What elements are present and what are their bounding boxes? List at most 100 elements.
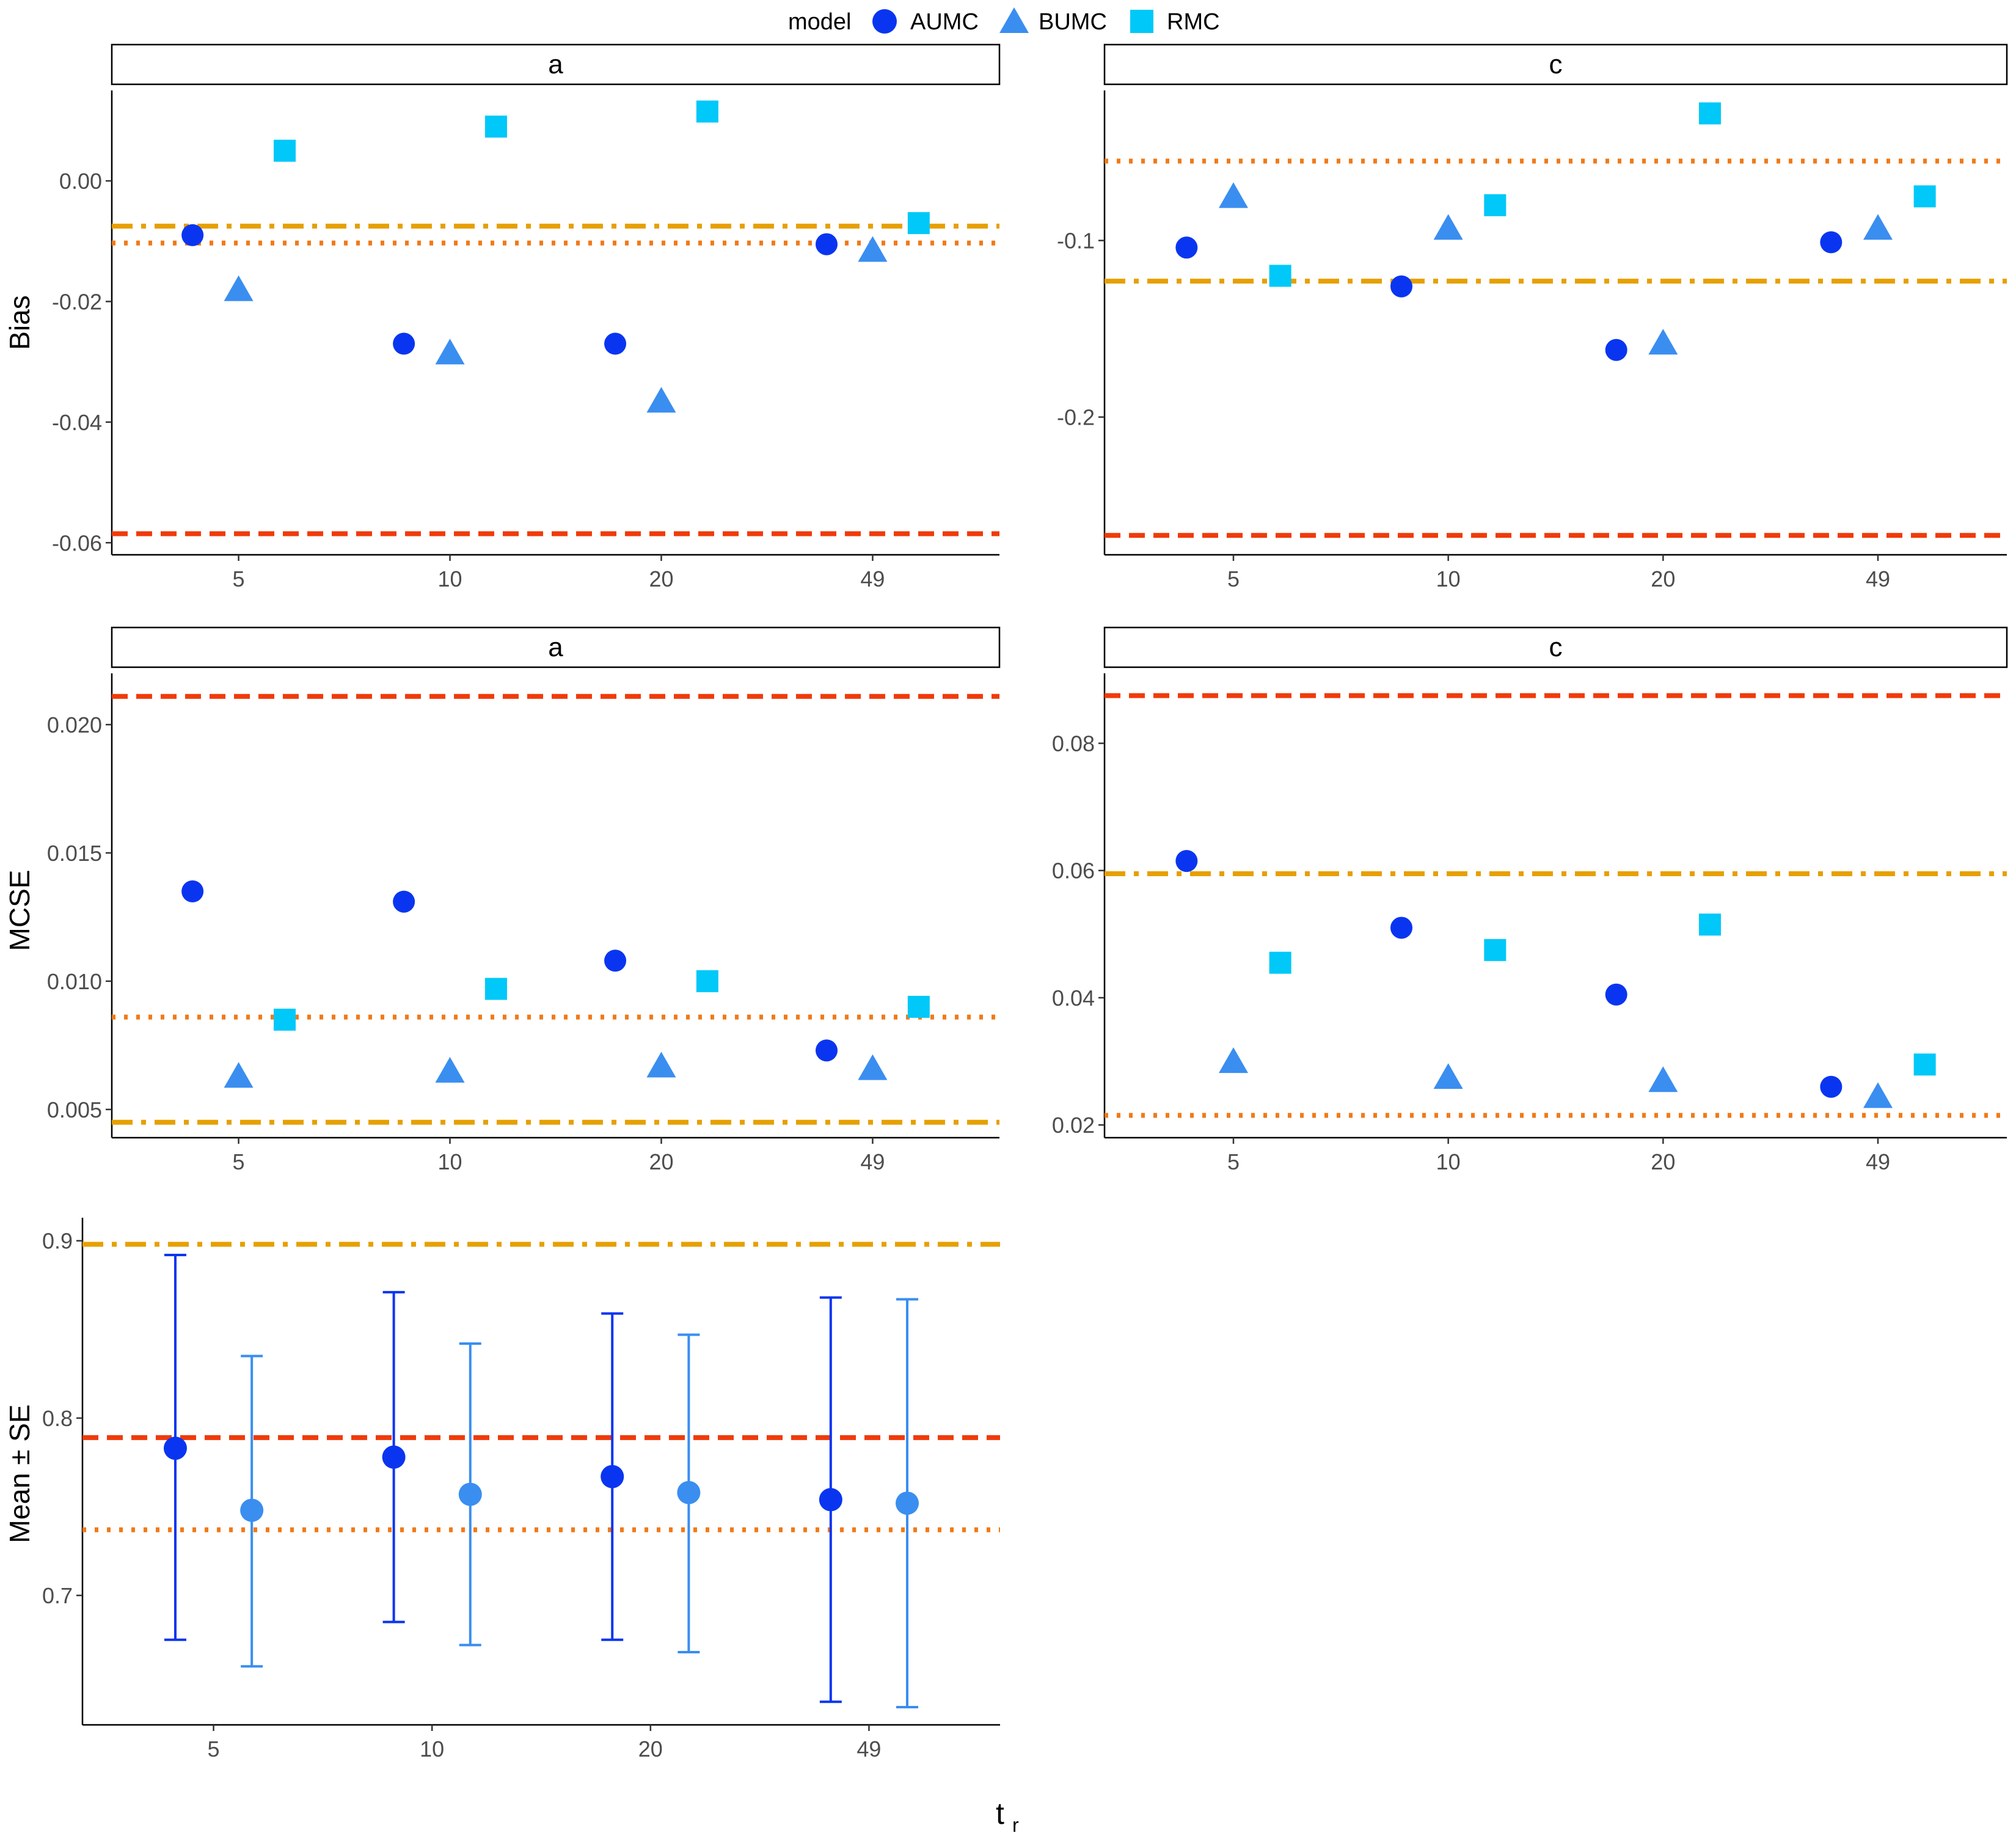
data-point-aumc xyxy=(1820,1075,1843,1098)
x-tick-label: 10 xyxy=(420,1736,444,1762)
data-point-aumc xyxy=(393,332,415,355)
ylabel-mcse: MCSE xyxy=(4,870,35,951)
y-tick-label: 0.8 xyxy=(42,1406,73,1431)
data-point-rmc xyxy=(1913,185,1936,208)
panel-mean-se: 0.7 0.8 0.9 5 10 20 49 xyxy=(42,1218,1000,1762)
data-point-rmc xyxy=(1484,938,1507,961)
data-point-bumc xyxy=(646,1052,676,1078)
mean-point-aumc xyxy=(819,1488,842,1512)
legend-rmc-label: RMC xyxy=(1167,9,1220,35)
data-point-bumc xyxy=(435,1056,465,1083)
data-point-rmc xyxy=(1698,913,1721,936)
y-tick-label: 0.9 xyxy=(42,1229,73,1254)
data-point-aumc xyxy=(604,332,627,355)
x-tick-label: 5 xyxy=(1227,566,1240,591)
panel-mcse-c: c 0.02 0.04 0.06 0.08 5 10 20 49 xyxy=(1052,626,2008,1174)
x-tick-label: 49 xyxy=(856,1736,881,1762)
data-point-aumc xyxy=(816,233,838,255)
x-tick-label: 49 xyxy=(860,566,885,591)
mean-point-aumc xyxy=(163,1436,187,1460)
y-tick-label: 0.00 xyxy=(59,169,102,194)
x-tick-label: 5 xyxy=(208,1736,220,1762)
data-point-bumc xyxy=(435,338,465,365)
panel-bias-c: c -0.1 -0.2 5 10 20 49 xyxy=(1057,43,2008,591)
data-point-aumc xyxy=(181,880,204,902)
data-point-rmc xyxy=(273,139,296,162)
data-point-rmc xyxy=(1269,951,1291,974)
y-tick-label: 0.005 xyxy=(47,1097,102,1122)
xlabel-subscript: r xyxy=(1012,1814,1019,1833)
legend-rmc-icon xyxy=(1130,10,1153,33)
x-tick-label: 20 xyxy=(1651,566,1675,591)
mean-point-aumc xyxy=(382,1445,406,1469)
facet-strip-label: a xyxy=(548,49,563,79)
data-point-bumc xyxy=(858,236,888,262)
x-tick-label: 20 xyxy=(649,566,673,591)
x-tick-label: 10 xyxy=(1436,1149,1461,1174)
legend-aumc-label: AUMC xyxy=(910,9,979,35)
x-tick-label: 10 xyxy=(1436,566,1461,591)
y-tick-label: 0.020 xyxy=(47,712,102,737)
data-point-rmc xyxy=(1698,102,1721,125)
facet-strip-label: c xyxy=(1549,632,1563,662)
x-tick-label: 5 xyxy=(1227,1149,1240,1174)
y-tick-label: 0.08 xyxy=(1052,731,1095,756)
y-tick-label: 0.015 xyxy=(47,841,102,866)
data-point-aumc xyxy=(1390,275,1413,298)
data-point-aumc xyxy=(604,949,627,972)
data-point-bumc xyxy=(1433,1063,1463,1089)
x-tick-label: 10 xyxy=(438,1149,462,1174)
panel-mcse-a: a 0.005 0.010 0.015 0.020 5 10 20 49 xyxy=(47,626,1001,1174)
data-point-aumc xyxy=(393,890,415,913)
data-point-rmc xyxy=(1484,194,1507,216)
y-tick-label: -0.02 xyxy=(52,289,102,314)
x-tick-label: 10 xyxy=(438,566,462,591)
data-point-aumc xyxy=(816,1039,838,1062)
data-point-aumc xyxy=(1390,916,1413,939)
data-point-aumc xyxy=(1605,338,1627,361)
mean-point-bumc xyxy=(458,1482,482,1506)
x-tick-label: 5 xyxy=(233,1149,245,1174)
x-tick-label: 20 xyxy=(1651,1149,1675,1174)
facet-strip xyxy=(1103,626,2008,668)
legend: model AUMC BUMC RMC xyxy=(788,7,1220,35)
data-point-bumc xyxy=(858,1054,888,1080)
data-point-rmc xyxy=(907,995,930,1018)
legend-bumc-label: BUMC xyxy=(1039,9,1107,35)
data-point-bumc xyxy=(1219,182,1248,208)
data-point-rmc xyxy=(696,100,718,123)
facet-strip-label: c xyxy=(1549,49,1563,79)
y-tick-label: -0.1 xyxy=(1057,229,1095,254)
x-tick-label: 49 xyxy=(1866,1149,1890,1174)
panel-bias-a: a 0.00 -0.02 -0.04 -0.06 5 10 20 49 xyxy=(52,43,1001,591)
data-point-rmc xyxy=(696,970,718,992)
data-point-bumc xyxy=(1863,1082,1893,1108)
facet-strip xyxy=(1103,43,2008,86)
ylabel-bias: Bias xyxy=(4,295,35,349)
mean-point-bumc xyxy=(677,1480,701,1504)
legend-aumc-icon xyxy=(872,9,897,34)
data-point-aumc xyxy=(181,224,204,246)
data-point-aumc xyxy=(1175,850,1198,873)
y-tick-label: 0.02 xyxy=(1052,1113,1095,1138)
data-point-bumc xyxy=(224,1062,254,1088)
data-point-bumc xyxy=(1433,214,1463,240)
data-point-aumc xyxy=(1605,983,1627,1006)
ylabel-mean-se: Mean ± SE xyxy=(4,1404,35,1543)
x-tick-label: 49 xyxy=(860,1149,885,1174)
data-point-rmc xyxy=(907,212,930,235)
data-point-rmc xyxy=(1913,1053,1936,1076)
y-tick-label: -0.2 xyxy=(1057,405,1095,430)
mean-point-aumc xyxy=(601,1465,624,1488)
y-tick-label: 0.010 xyxy=(47,969,102,994)
facet-strip xyxy=(111,43,1001,86)
data-point-rmc xyxy=(273,1008,296,1031)
data-point-aumc xyxy=(1175,236,1198,259)
y-tick-label: -0.04 xyxy=(52,410,102,435)
x-tick-label: 5 xyxy=(233,566,245,591)
y-tick-label: 0.06 xyxy=(1052,858,1095,884)
data-point-rmc xyxy=(1269,265,1291,287)
legend-title: model xyxy=(788,9,852,35)
y-tick-label: 0.7 xyxy=(42,1583,73,1608)
y-tick-label: -0.06 xyxy=(52,530,102,555)
